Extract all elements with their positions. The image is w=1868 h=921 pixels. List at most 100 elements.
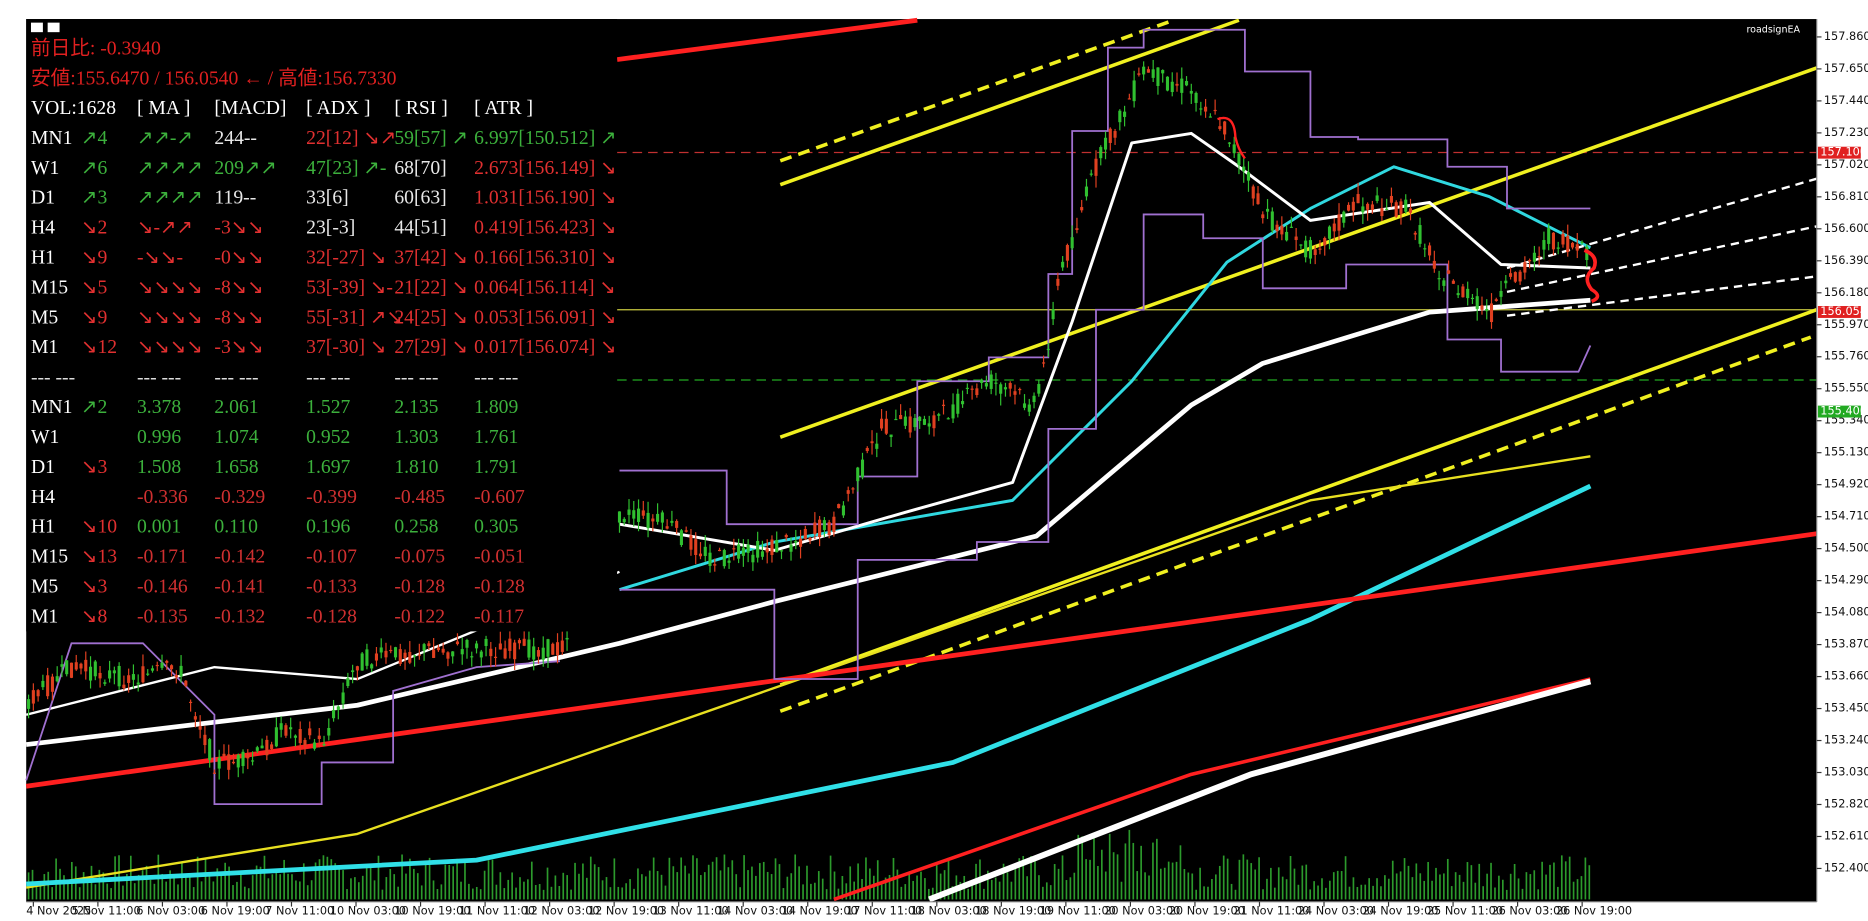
candle-body — [775, 540, 779, 553]
candle-body — [1280, 225, 1284, 235]
table-cell: H1 — [31, 516, 55, 538]
table-cell: ↘12 — [81, 336, 117, 358]
candle-body — [1218, 126, 1222, 129]
candle-body — [479, 651, 483, 658]
candle-body — [455, 641, 460, 645]
price-label: 155.760 — [1824, 350, 1868, 363]
candle-body — [956, 393, 960, 414]
time-label: 26 Nov 03:00 — [1491, 904, 1567, 917]
candle-body — [403, 652, 407, 659]
table-cell: 6.997[150.512] ↗ — [474, 127, 616, 149]
price-label: 157.020 — [1824, 158, 1868, 171]
table-cell: 0.110 — [214, 516, 258, 538]
panel-bg — [26, 19, 618, 632]
candle-body — [84, 659, 88, 672]
candle-body — [484, 638, 488, 647]
price-marker-label: 156.054 — [1820, 305, 1867, 318]
candle-body — [41, 680, 45, 688]
price-label: 152.820 — [1824, 797, 1868, 810]
indicator-line — [1506, 275, 1817, 317]
candle-body — [1123, 111, 1127, 117]
candle-body — [646, 512, 650, 529]
candle-body — [522, 638, 526, 646]
candle-body — [1470, 297, 1474, 300]
candle-body — [1156, 67, 1160, 86]
candle-body — [1261, 214, 1265, 219]
candle-body — [88, 666, 93, 681]
candle-body — [827, 522, 831, 535]
candle-body — [441, 648, 445, 653]
table-cell: ↘13 — [81, 546, 117, 568]
candle-body — [189, 701, 193, 704]
candle-body — [703, 546, 707, 556]
candle-body — [222, 753, 226, 757]
candle-body — [889, 434, 893, 438]
table-cell: -0.075 — [394, 546, 445, 568]
table-cell: -0.132 — [214, 605, 265, 627]
candle-body — [241, 751, 245, 767]
candle-body — [1056, 278, 1060, 286]
candle-body — [389, 649, 393, 652]
candle-body — [756, 540, 760, 558]
candle-body — [55, 676, 59, 682]
candle-body — [1256, 193, 1260, 205]
table-cell: 0.064[156.114] ↘ — [474, 276, 616, 298]
time-label: 19 Nov 11:00 — [1040, 904, 1116, 917]
table-cell: 0.996 — [137, 426, 181, 448]
candle-body — [1442, 280, 1446, 286]
candle-body — [1208, 116, 1212, 118]
price-label: 153.030 — [1824, 766, 1868, 779]
candle-body — [1299, 244, 1303, 246]
candle-body — [665, 526, 669, 529]
table-cell: ↗↗↗↗ — [137, 157, 203, 179]
candle-body — [1022, 403, 1027, 408]
candle-body — [989, 374, 993, 389]
candle-body — [1232, 144, 1236, 154]
candle-body — [880, 418, 884, 429]
candle-body — [813, 522, 817, 535]
candle-body — [1237, 153, 1241, 165]
candle-body — [999, 384, 1003, 394]
price-axis-bg — [1816, 19, 1868, 902]
candle-body — [1094, 158, 1098, 176]
candle-body — [1551, 232, 1556, 250]
candle-body — [1161, 70, 1165, 74]
table-cell: 37[42] ↘ — [394, 247, 468, 269]
time-label: 11 Nov 11:00 — [459, 904, 535, 917]
price-label: 157.860 — [1824, 30, 1868, 43]
candle-body — [398, 649, 402, 664]
candle-body — [384, 650, 388, 658]
candle-body — [1356, 194, 1360, 204]
candle-body — [656, 513, 660, 522]
candle-body — [1194, 92, 1198, 103]
candle-body — [903, 416, 907, 426]
candle-body — [451, 651, 455, 657]
table-cell: 53[-39] ↘- — [306, 276, 393, 298]
candle-body — [379, 647, 383, 653]
candle-body — [513, 642, 517, 660]
table-cell: 44[51] — [394, 217, 446, 239]
indicator-line — [25, 297, 1591, 747]
price-channel — [619, 28, 1591, 526]
candle-body — [560, 640, 564, 652]
price-label: 153.240 — [1824, 734, 1868, 747]
candle-body — [274, 727, 278, 747]
candle-body — [1151, 69, 1155, 78]
candle-body — [1132, 80, 1136, 102]
table-cell: ↘9 — [81, 247, 107, 269]
candle-body — [1408, 208, 1413, 213]
table-cell: 1.303 — [394, 426, 438, 448]
table-cell: 60[63] — [394, 187, 446, 209]
candle-body — [422, 644, 426, 651]
candle-body — [937, 414, 941, 416]
table-cell: ↘3 — [81, 576, 107, 598]
header-cell: VOL:1628 — [31, 97, 116, 119]
candle-body — [908, 416, 912, 433]
time-label: 12 Nov 19:00 — [588, 904, 664, 917]
table-cell: ↘-↗↗ — [137, 217, 193, 239]
table-cell: -0.133 — [306, 576, 357, 598]
candle-body — [46, 675, 50, 697]
candle-body — [970, 388, 974, 390]
